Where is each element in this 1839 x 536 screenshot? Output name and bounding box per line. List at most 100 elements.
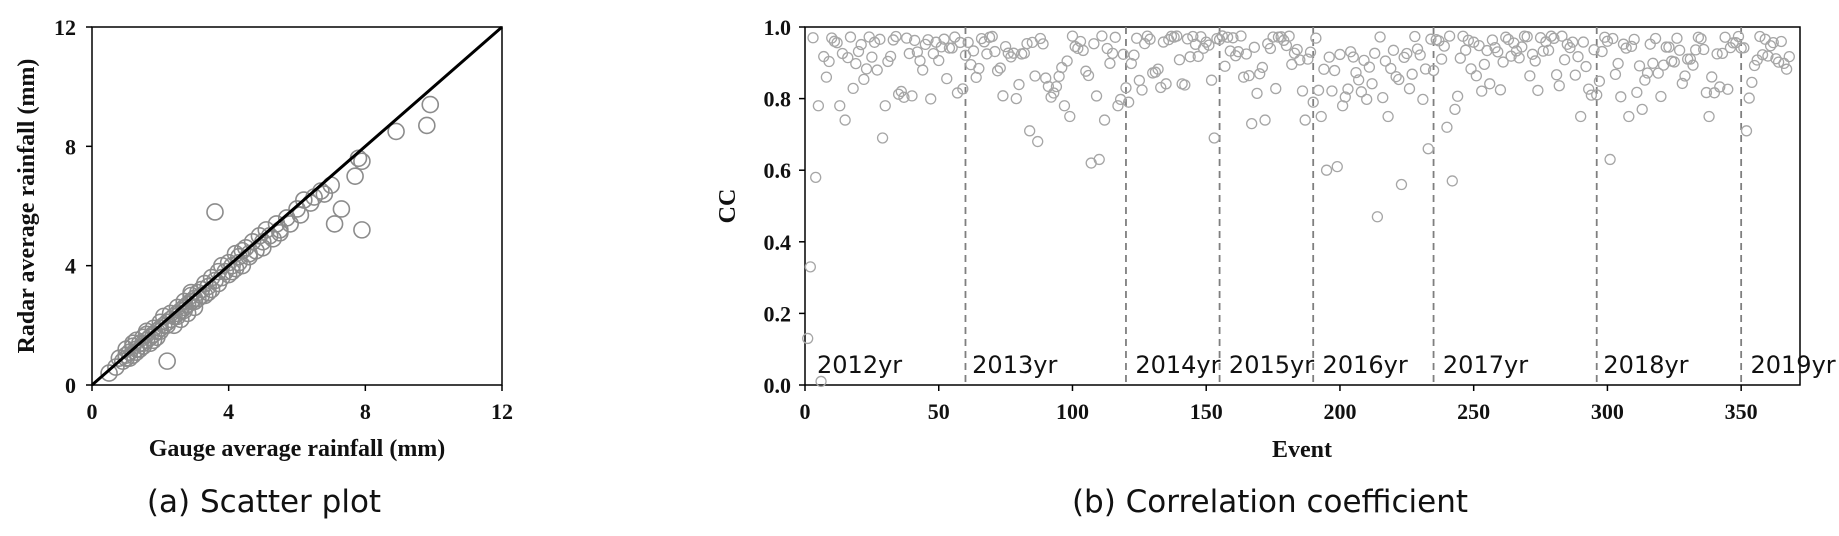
scatter-point xyxy=(254,238,272,257)
cc-point xyxy=(1577,36,1589,48)
cc-point xyxy=(933,54,945,67)
cc-point xyxy=(1649,32,1662,45)
cc-point xyxy=(1213,33,1226,46)
cc-point xyxy=(898,91,910,103)
cc-point xyxy=(1572,51,1584,63)
cc-point xyxy=(1296,85,1309,97)
cc-point xyxy=(1679,70,1691,82)
cc-point xyxy=(1775,35,1787,48)
cc-point xyxy=(1090,90,1103,102)
plot-a-y-ticks: 0 4 8 12 xyxy=(54,15,92,398)
cc-point xyxy=(1353,74,1365,86)
cc-point xyxy=(1013,78,1025,91)
cc-point xyxy=(1409,30,1421,43)
cc-point xyxy=(1716,47,1729,60)
scatter-point xyxy=(175,292,194,311)
cc-point xyxy=(844,31,857,43)
cc-point xyxy=(1419,63,1432,75)
cc-point xyxy=(1200,36,1212,48)
cc-point xyxy=(1403,83,1416,95)
cc-point xyxy=(1312,84,1325,96)
x-tick-label: 12 xyxy=(491,399,513,424)
cc-point xyxy=(1655,90,1667,103)
cc-point xyxy=(839,114,851,126)
cc-point xyxy=(1548,32,1560,44)
cc-point xyxy=(1299,114,1311,126)
cc-point xyxy=(1216,30,1228,42)
cc-point xyxy=(1024,125,1036,137)
scatter-point xyxy=(100,364,118,382)
cc-point xyxy=(1358,54,1370,67)
cc-point xyxy=(1363,61,1376,73)
scatter-point xyxy=(353,221,371,239)
cc-point xyxy=(986,30,998,43)
cc-point xyxy=(1197,42,1210,54)
cc-point xyxy=(1585,89,1598,101)
cc-point xyxy=(1369,47,1381,59)
cc-point xyxy=(1545,30,1557,42)
cc-point xyxy=(1639,74,1651,86)
cc-point xyxy=(909,34,921,47)
cc-point xyxy=(1652,67,1664,79)
cc-point xyxy=(1743,92,1755,104)
scatter-point xyxy=(137,325,156,344)
cc-point xyxy=(895,85,907,98)
cc-point xyxy=(1326,85,1338,97)
cc-point xyxy=(914,55,926,67)
cc-point xyxy=(1385,62,1397,75)
cc-point xyxy=(1526,48,1539,60)
cc-point xyxy=(967,45,980,57)
scatter-point xyxy=(332,200,351,218)
cc-point xyxy=(1366,78,1378,90)
cc-point xyxy=(1762,50,1774,62)
cc-point xyxy=(954,36,966,49)
cc-point xyxy=(1441,121,1453,133)
cc-point xyxy=(1644,38,1656,50)
cc-point xyxy=(1732,30,1745,43)
cc-point xyxy=(1254,68,1266,80)
cc-point xyxy=(1171,30,1183,42)
cc-point xyxy=(1064,110,1076,123)
cc-point xyxy=(1275,31,1287,43)
cc-point xyxy=(938,33,950,45)
scatter-point xyxy=(134,334,153,353)
cc-point xyxy=(1767,36,1779,49)
cc-point xyxy=(1425,33,1437,45)
cc-point xyxy=(876,132,889,144)
cc-point xyxy=(834,100,846,112)
y-tick-label: 0.4 xyxy=(764,230,792,255)
cc-point xyxy=(1623,110,1635,123)
cc-point xyxy=(957,83,969,95)
cc-point xyxy=(1566,36,1579,48)
year-label: 2013yr xyxy=(972,351,1057,379)
plot-a-x-axis-label: Gauge average rainfall (mm) xyxy=(149,436,446,462)
cc-point xyxy=(1529,55,1541,67)
cc-point xyxy=(1671,32,1683,44)
cc-point xyxy=(1583,83,1595,95)
cc-point xyxy=(1625,40,1638,53)
cc-point xyxy=(1591,89,1603,101)
x-tick-label: 50 xyxy=(928,399,950,424)
plot-a-points xyxy=(100,95,440,382)
cc-point xyxy=(1714,81,1726,93)
caption-b: (b) Correlation coefficient xyxy=(1072,484,1468,520)
cc-point xyxy=(1077,44,1089,57)
cc-point xyxy=(1524,70,1536,82)
cc-point xyxy=(1219,60,1231,72)
cc-point xyxy=(887,34,899,46)
cc-point xyxy=(1109,31,1121,43)
cc-point xyxy=(999,40,1012,53)
cc-point xyxy=(868,36,881,48)
cc-point xyxy=(1114,93,1127,106)
cc-point xyxy=(1377,91,1389,104)
cc-point xyxy=(906,90,918,102)
cc-point xyxy=(1029,70,1041,82)
cc-point xyxy=(1379,55,1392,67)
cc-point xyxy=(1687,59,1699,71)
cc-point xyxy=(866,51,878,63)
cc-point xyxy=(804,261,816,273)
plot-b-y-axis-label: CC xyxy=(715,189,741,224)
caption-a: (a) Scatter plot xyxy=(147,484,381,520)
